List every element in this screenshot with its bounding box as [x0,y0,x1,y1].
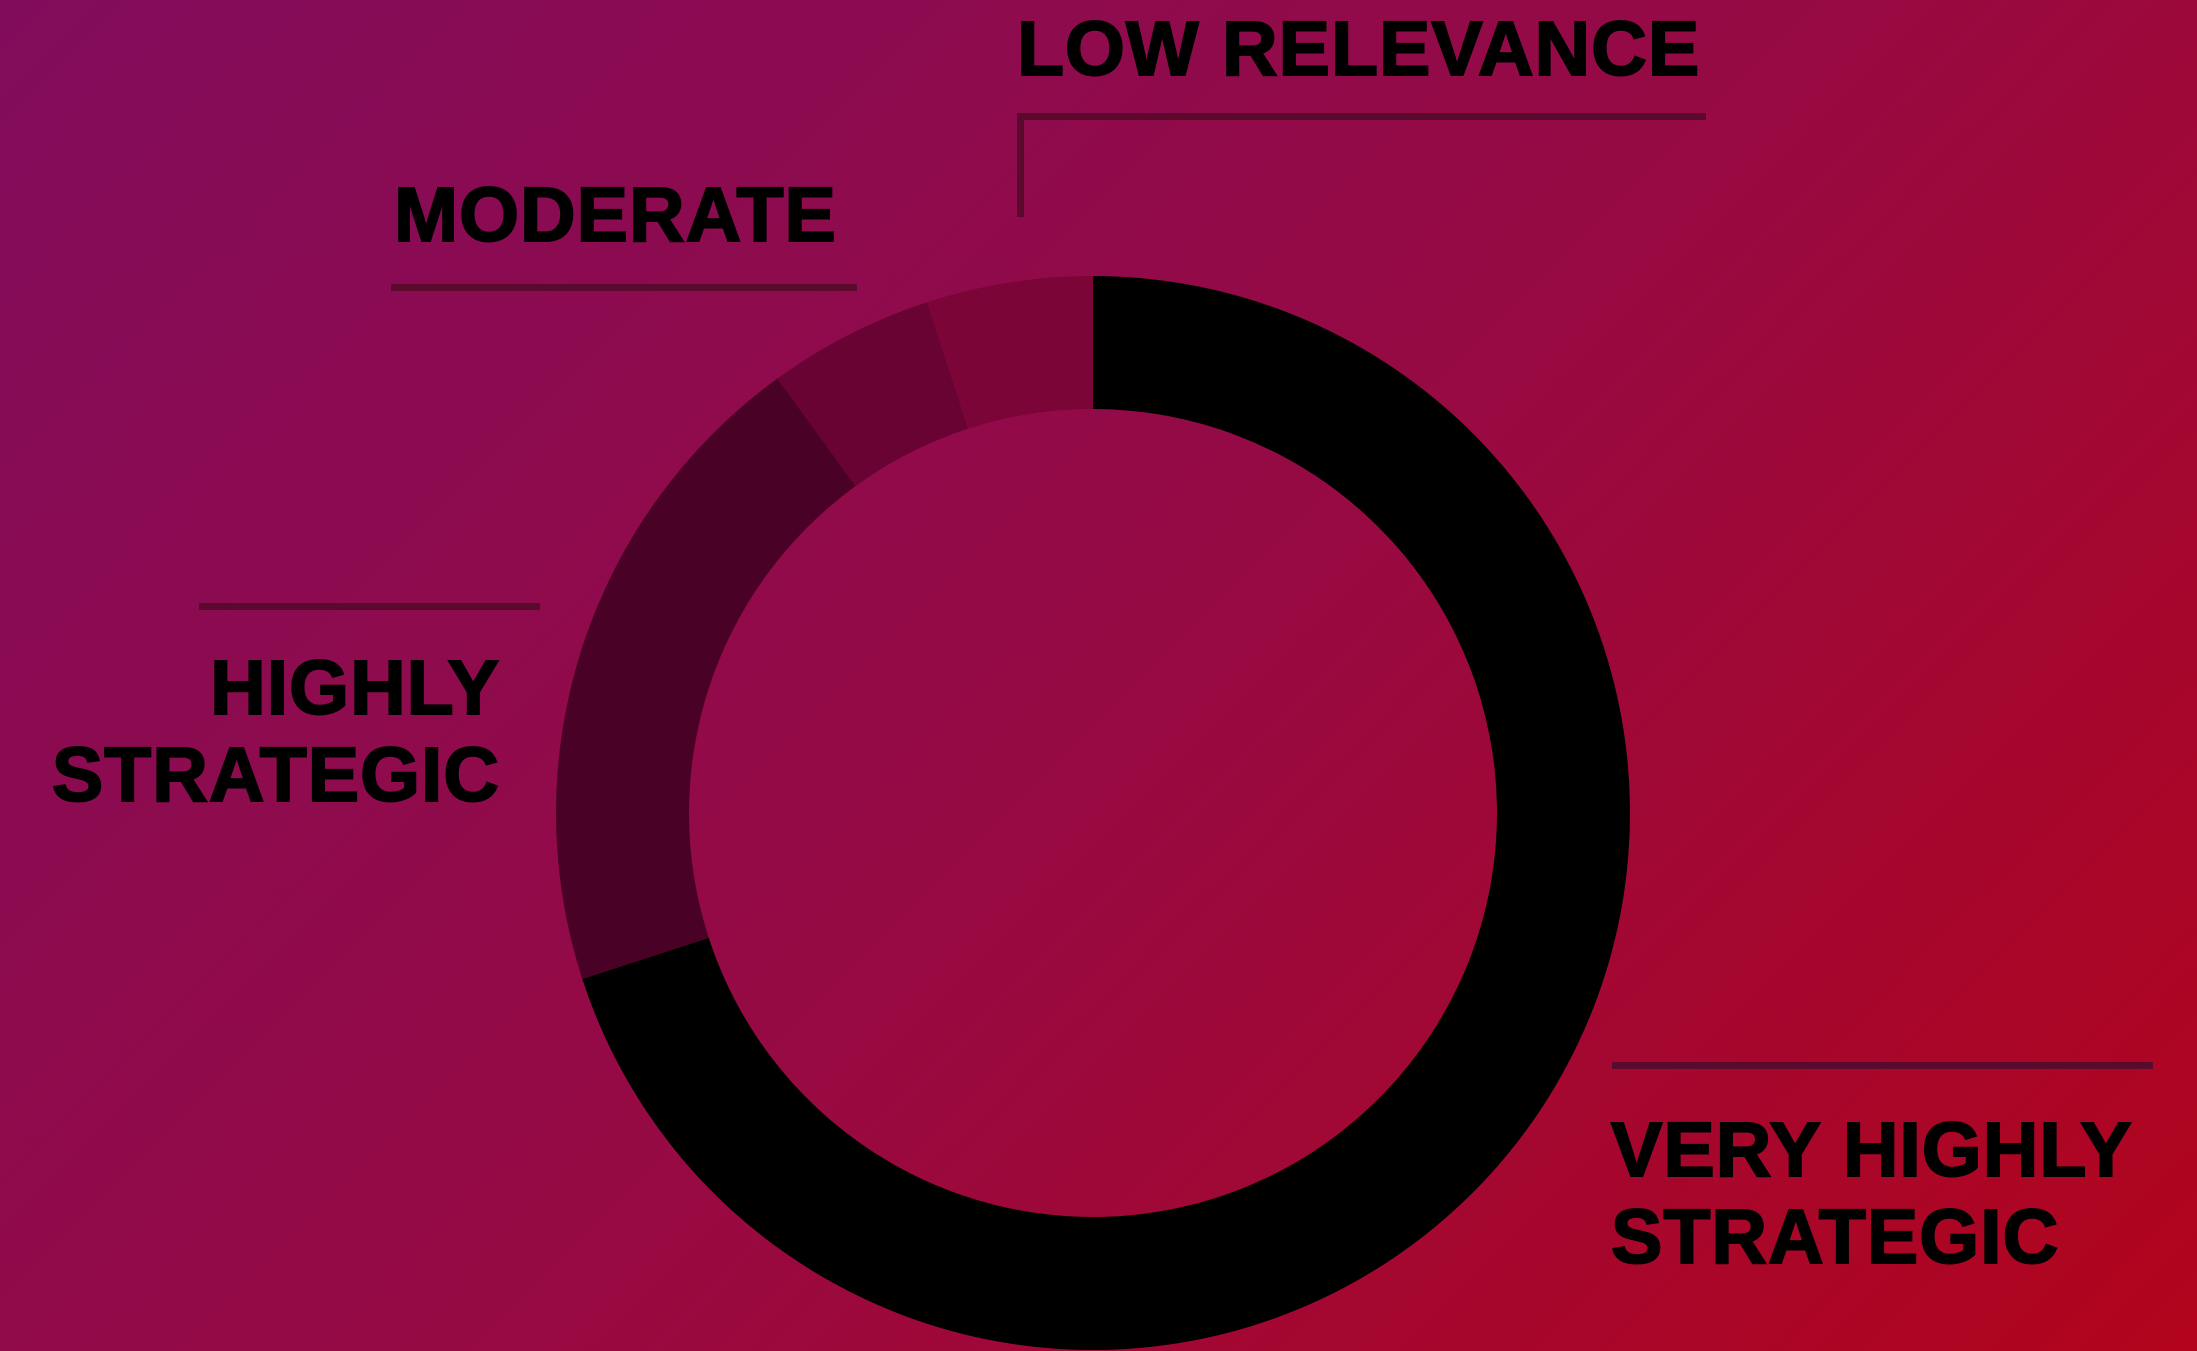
highly-strategic-leader [199,603,540,610]
label-low-relevance-text: LOW RELEVANCE [1016,5,1701,93]
label-moderate: MODERATE [393,171,837,259]
very-highly-strategic-leader [1612,1062,2153,1069]
label-moderate-text: MODERATE [393,171,837,259]
label-very-highly-strategic-line1: VERY HIGHLY [1610,1106,2133,1194]
label-highly-strategic: HIGHLY STRATEGIC [51,644,500,819]
donut-slices [556,276,1631,1351]
low-relevance-leader-vertical [1017,113,1024,217]
label-very-highly-strategic: VERY HIGHLY STRATEGIC [1610,1106,2133,1281]
slice-moderate [777,302,969,487]
slice-highly-strategic [556,378,856,979]
low-relevance-leader-horizontal [1017,113,1706,120]
label-highly-strategic-line2: STRATEGIC [51,731,500,819]
label-highly-strategic-line1: HIGHLY [209,644,500,732]
label-very-highly-strategic-line2: STRATEGIC [1610,1193,2060,1281]
moderate-leader [391,284,857,291]
slice-low-relevance [927,276,1093,429]
label-low-relevance: LOW RELEVANCE [1016,5,1701,93]
